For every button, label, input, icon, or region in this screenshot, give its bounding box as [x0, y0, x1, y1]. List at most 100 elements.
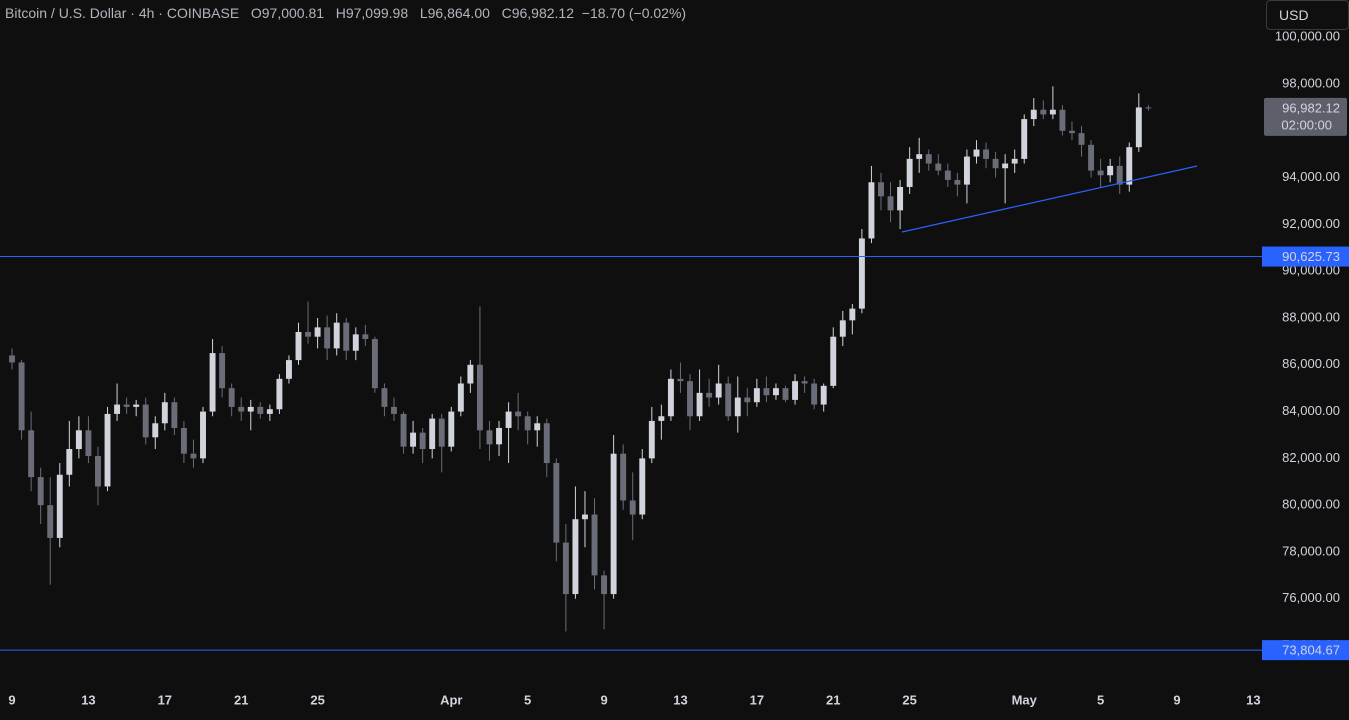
candle-body	[878, 182, 884, 197]
candle-body	[381, 388, 388, 407]
candle-body	[524, 416, 531, 431]
x-tick-label: 13	[81, 692, 95, 707]
last-price-box	[1264, 97, 1347, 136]
candle-body	[534, 423, 541, 431]
candle-body	[285, 360, 292, 379]
candle-body	[180, 427, 187, 454]
candle-body	[772, 388, 779, 396]
candle-body	[438, 418, 445, 447]
candle-body	[343, 322, 350, 351]
level-label: 73,804.67	[1282, 643, 1340, 658]
candle-body	[47, 505, 54, 538]
candle-body	[142, 404, 149, 438]
candle-body	[601, 575, 608, 595]
candle-body	[629, 500, 636, 515]
x-tick-label: 17	[750, 692, 764, 707]
candle-body	[123, 404, 130, 407]
x-tick-label: 25	[902, 692, 916, 707]
candle-body	[1116, 165, 1123, 185]
candle-body	[734, 397, 741, 417]
candle-body	[1049, 109, 1056, 115]
ohlc-label: C	[501, 5, 512, 21]
x-tick-label: Apr	[440, 692, 462, 707]
price-axis: 74,000.0076,000.0078,000.0080,000.0082,0…	[1262, 29, 1349, 661]
x-tick-label: May	[1012, 692, 1038, 707]
ohlc-label: L	[419, 5, 428, 21]
candle-body	[371, 339, 378, 389]
y-tick-label: 78,000.00	[1282, 543, 1340, 558]
candle-body	[429, 418, 436, 450]
candle-body	[801, 381, 808, 384]
candle-body	[1126, 147, 1133, 185]
x-tick-label: 21	[234, 692, 248, 707]
candle-body	[238, 406, 245, 412]
y-tick-label: 76,000.00	[1282, 590, 1340, 605]
countdown-label: 02:00:00	[1281, 117, 1332, 132]
candle-body	[677, 378, 684, 382]
level-label-box	[1262, 640, 1349, 661]
candle-body	[925, 154, 932, 164]
currency-button[interactable]: USD	[1266, 0, 1349, 30]
candle-body	[830, 336, 837, 386]
x-tick-label: 25	[310, 692, 324, 707]
x-tick-label: 5	[524, 692, 531, 707]
candle-body	[257, 406, 264, 414]
candle-body	[820, 385, 827, 405]
y-tick-label: 80,000.00	[1282, 497, 1340, 512]
candle-body	[725, 383, 732, 417]
candle-body	[887, 196, 894, 211]
candle-body	[858, 238, 865, 309]
ohlc-label: O	[250, 5, 262, 21]
candle-body	[247, 406, 254, 412]
candle-body	[305, 332, 312, 337]
y-tick-label: 82,000.00	[1282, 450, 1340, 465]
candle-body	[9, 355, 15, 363]
symbol: Bitcoin / U.S. Dollar · 4h · COINBASE	[5, 5, 240, 21]
candle-body	[295, 332, 302, 361]
candle-body	[1002, 163, 1009, 169]
candle-body	[391, 406, 397, 414]
candle-body	[706, 392, 713, 398]
candle-body	[476, 364, 483, 431]
candle-body	[190, 453, 197, 459]
candle-body	[591, 514, 598, 576]
candle-body	[658, 416, 665, 421]
candle-body	[1069, 130, 1075, 134]
y-tick-label: 84,000.00	[1282, 403, 1340, 418]
ohlc-label: H	[335, 5, 346, 21]
candle-body	[171, 402, 178, 428]
candle-body	[419, 432, 426, 450]
candle-body	[352, 334, 359, 351]
candle-body	[266, 409, 273, 414]
ohlc-value: 96,982.12	[511, 5, 574, 21]
candle-body	[954, 179, 961, 185]
candle-body	[18, 362, 25, 431]
candle-body	[639, 458, 646, 515]
x-tick-label: 13	[1246, 692, 1260, 707]
y-tick-label: 88,000.00	[1282, 309, 1340, 324]
candle-body	[152, 423, 159, 438]
y-tick-label: 86,000.00	[1282, 356, 1340, 371]
candle-body	[849, 308, 856, 321]
x-tick-label: 9	[8, 692, 15, 707]
candle-body	[763, 388, 770, 396]
ohlc-value: 97,000.81	[261, 5, 325, 21]
candle-body	[782, 388, 789, 400]
candle-body	[467, 364, 474, 384]
candle-body	[897, 186, 904, 211]
candle-body	[715, 383, 722, 398]
last-price-label: 96,982.12	[1282, 100, 1340, 115]
candle-body	[324, 327, 331, 349]
candle-body	[1097, 170, 1104, 176]
y-tick-label: 92,000.00	[1282, 216, 1340, 231]
candle-body	[28, 430, 35, 478]
candle-body	[1059, 109, 1066, 131]
level-label-box	[1262, 246, 1349, 267]
candle-body	[553, 463, 560, 543]
candle-body	[792, 381, 799, 400]
x-tick-label: 17	[158, 692, 172, 707]
candle-body	[448, 411, 455, 447]
candle-body	[1145, 107, 1152, 109]
candle-body	[104, 413, 111, 487]
